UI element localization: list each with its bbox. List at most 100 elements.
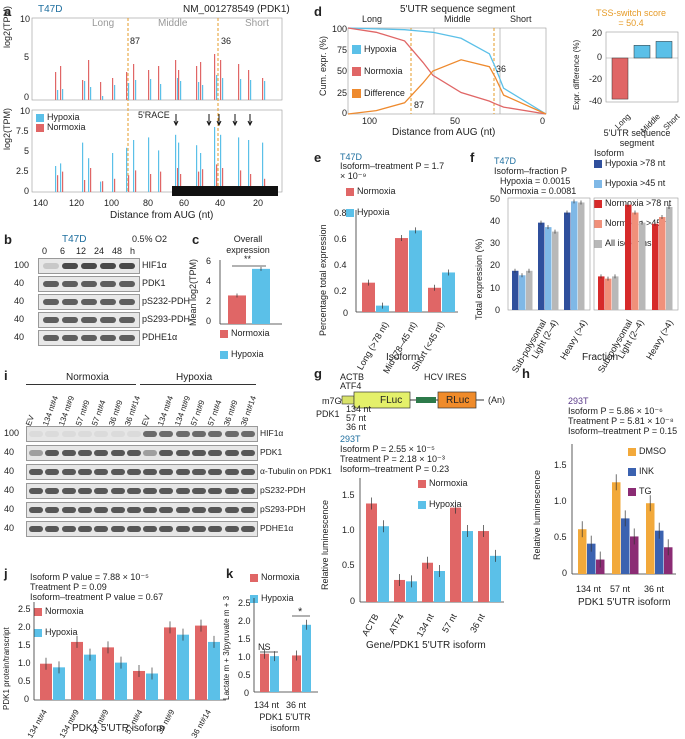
legend-nor78: Normoxia >78 nt — [605, 198, 672, 208]
blot-band — [43, 263, 59, 269]
bar — [538, 222, 545, 310]
panel-a-transcript: NM_001278549 (PDK1) — [183, 4, 290, 15]
k-ytick: 2.5 — [238, 598, 251, 608]
j-ytick: 0.5 — [18, 676, 31, 686]
j-ytick: 2.0 — [18, 622, 31, 632]
bar — [587, 543, 596, 574]
coverage-bar-hypoxia — [135, 80, 137, 100]
panel-g-chart — [359, 478, 504, 603]
blot-band — [240, 431, 255, 437]
j-stat3: Isoform–treatment P value = 0.67 — [30, 592, 164, 602]
blot-band — [240, 507, 255, 513]
tss-ytick: 0 — [597, 52, 603, 62]
coverage-bar-normoxia — [200, 62, 202, 100]
legend-dmso: DMSO — [639, 446, 666, 456]
blot-band-label: α-Tubulin on PDK1 — [260, 466, 332, 476]
legend-swatch-normoxia — [250, 574, 258, 582]
bar — [434, 571, 445, 602]
tss-ytick: -40 — [589, 96, 603, 106]
coverage-bar-hypoxia — [175, 134, 177, 192]
lane-label: 36 nt#9 — [106, 398, 125, 428]
d-seg-long: Long — [362, 14, 383, 24]
bar — [376, 305, 389, 312]
blot-band — [208, 450, 223, 456]
blot-band — [175, 431, 190, 437]
h-stat1: Isoform P = 5.86 × 10⁻⁶ — [568, 406, 663, 416]
blot-band — [81, 317, 97, 323]
blot-band — [94, 450, 109, 456]
legend-hypoxia: Hypoxia — [231, 349, 264, 359]
g-ytick: 1.5 — [342, 490, 355, 500]
blot-band — [94, 488, 109, 494]
race-arrow-icon — [216, 114, 222, 127]
legend-swatch-nor45 — [594, 220, 602, 228]
legend-hypoxia: Hypoxia — [261, 593, 294, 603]
coverage-bar-hypoxia — [62, 89, 64, 100]
blot-band-label: PDK1 — [142, 278, 166, 288]
blot-band — [126, 488, 141, 494]
lane-label: 57 nt#9 — [189, 398, 207, 428]
coverage-bar-normoxia — [202, 169, 204, 192]
a-xtick: 40 — [215, 198, 226, 208]
g-m7g: m7G — [322, 396, 342, 406]
c-ytick: 0 — [206, 316, 212, 326]
coverage-bar-hypoxia — [128, 83, 130, 100]
blot-band — [224, 526, 239, 532]
k-ytick: 1.0 — [238, 652, 251, 662]
f-legend-title: Isoform — [594, 148, 625, 158]
blot-band — [81, 281, 97, 287]
g-legend: Normoxia Hypoxia — [418, 478, 468, 509]
c-ylabel: Mean log2(TPM) — [188, 258, 198, 326]
race-label: 5'RACE — [138, 110, 170, 120]
blot-strip — [26, 483, 258, 499]
a-ytick: 5 — [24, 52, 30, 62]
lane-label: 134 nt#9 — [57, 394, 77, 428]
k-sig-star: * — [298, 606, 303, 618]
h-stat2: Treatment P = 5.81 × 10⁻⁸ — [568, 416, 674, 426]
tss-ytick: -20 — [589, 74, 603, 84]
legend-normoxia: Normoxia — [357, 186, 396, 196]
blot-band — [94, 469, 109, 475]
k-ytick: 1.5 — [238, 634, 251, 644]
bar — [478, 531, 489, 602]
e-cell: T47D — [340, 152, 363, 162]
legend-swatch-difference — [352, 89, 361, 98]
tss-bar — [655, 41, 673, 59]
coverage-bar-hypoxia — [202, 85, 204, 100]
j-ylabel: PDK1 protein/transcript — [2, 627, 11, 710]
panel-c-chart — [219, 260, 282, 325]
j-xlabel: PDK1 5'UTR isoform — [72, 723, 165, 734]
k-ytick: 0.5 — [238, 670, 251, 680]
coverage-bar-normoxia — [55, 72, 57, 100]
blot-band — [43, 335, 59, 341]
legend-swatch-normoxia — [36, 124, 44, 132]
blot-strip — [38, 312, 140, 328]
blot-band — [100, 335, 116, 341]
coverage-bar-hypoxia — [84, 81, 86, 100]
segment-short: Short — [245, 18, 269, 29]
bar — [632, 212, 639, 310]
coverage-bar-normoxia — [220, 60, 222, 100]
blot-band — [159, 488, 174, 494]
bar — [260, 653, 269, 692]
f-xlabel: Fraction — [582, 352, 619, 363]
blot-band — [62, 281, 78, 287]
legend-swatch-hyp45 — [594, 180, 602, 188]
panel-a-chart — [31, 17, 283, 196]
c-legend: Normoxia Hypoxia — [220, 328, 270, 359]
blot-band — [77, 526, 92, 532]
g-xtick: 134 nt — [414, 612, 436, 639]
blot-band — [119, 299, 135, 305]
coverage-bar-normoxia — [222, 168, 224, 192]
blot-band — [240, 526, 255, 532]
coverage-bar-hypoxia — [196, 145, 198, 192]
blot-band — [208, 526, 223, 532]
bar — [512, 270, 519, 310]
g-ires: HCV IRES — [424, 372, 467, 382]
bar — [625, 204, 632, 310]
coverage-bar-hypoxia — [102, 96, 104, 100]
bar — [395, 238, 408, 312]
a-ylabel-top: log2(TPM) — [2, 5, 12, 48]
a-legend: Hypoxia Normoxia — [36, 112, 86, 132]
bar — [462, 531, 473, 602]
